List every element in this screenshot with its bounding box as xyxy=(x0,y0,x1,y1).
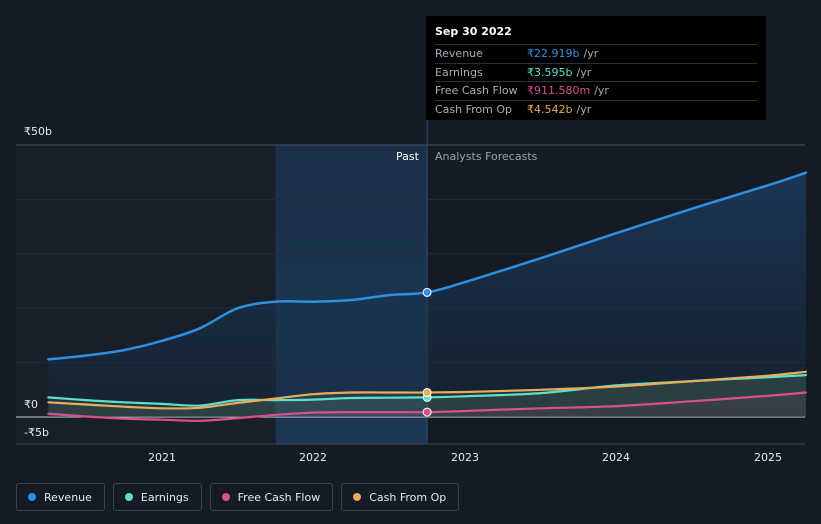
revenue-marker xyxy=(422,287,432,297)
tooltip-label: Free Cash Flow xyxy=(435,84,518,97)
tooltip-row-revenue: Revenue ₹22.919b /yr xyxy=(435,44,757,63)
x-tick-label-2025: 2025 xyxy=(754,451,782,464)
legend-dot-icon xyxy=(124,493,133,501)
legend-label: Cash From Op xyxy=(369,490,447,504)
tooltip-row-earnings: Earnings ₹3.595b /yr xyxy=(435,62,757,82)
tooltip-value: ₹4.542b xyxy=(527,102,573,116)
legend-label: Free Cash Flow xyxy=(237,490,321,504)
past-region-label: Past xyxy=(396,150,419,163)
y-tick-label-bottom: -₹5b xyxy=(24,426,49,439)
tooltip-unit: /yr xyxy=(583,47,599,60)
tooltip-label: Earnings xyxy=(435,65,483,79)
legend-label: Revenue xyxy=(44,490,92,504)
forecast-region-label: Analysts Forecasts xyxy=(435,150,538,163)
legend-item-revenue[interactable]: Revenue xyxy=(16,483,105,511)
free-cash-flow-line xyxy=(47,391,807,422)
data-tooltip: Sep 30 2022 Revenue ₹22.919b /yr Earning… xyxy=(426,16,766,120)
legend-item-free-cash-flow[interactable]: Free Cash Flow xyxy=(209,483,334,511)
legend-dot-icon xyxy=(221,493,230,501)
x-tick-label-2021: 2021 xyxy=(148,451,176,464)
tooltip-label: Cash From Op xyxy=(435,102,513,116)
tooltip-label: Revenue xyxy=(435,47,483,60)
legend-item-earnings[interactable]: Earnings xyxy=(112,483,202,511)
tooltip-value: ₹911.580m xyxy=(527,84,591,97)
cash-from-op-line xyxy=(47,370,807,410)
legend-label: Earnings xyxy=(140,490,189,504)
x-tick-label-2024: 2024 xyxy=(602,451,630,464)
tooltip-unit: /yr xyxy=(576,65,592,79)
tooltip-value: ₹3.595b xyxy=(527,65,573,79)
free-cash-flow-marker xyxy=(422,407,432,417)
x-tick-label-2023: 2023 xyxy=(451,451,479,464)
tooltip-row-free-cash-flow: Free Cash Flow ₹911.580m /yr xyxy=(435,81,757,100)
y-tick-label-top: ₹50b xyxy=(24,125,52,138)
tooltip-unit: /yr xyxy=(594,84,609,97)
y-tick-label-zero: ₹0 xyxy=(24,398,38,411)
chart-legend: Revenue Earnings Free Cash Flow Cash Fro… xyxy=(16,483,460,511)
tooltip-value: ₹22.919b xyxy=(527,47,580,60)
revenue-line xyxy=(47,171,808,361)
cash-from-op-marker xyxy=(422,388,432,398)
free-cash-flow-area xyxy=(48,392,806,421)
legend-item-cash-from-op[interactable]: Cash From Op xyxy=(341,483,460,511)
tooltip-unit: /yr xyxy=(576,102,592,116)
tooltip-row-cash-from-op: Cash From Op ₹4.542b /yr xyxy=(435,99,757,119)
legend-dot-icon xyxy=(28,493,36,501)
tooltip-date: Sep 30 2022 xyxy=(435,25,512,38)
legend-dot-icon xyxy=(353,493,362,501)
x-tick-label-2022: 2022 xyxy=(299,451,327,464)
